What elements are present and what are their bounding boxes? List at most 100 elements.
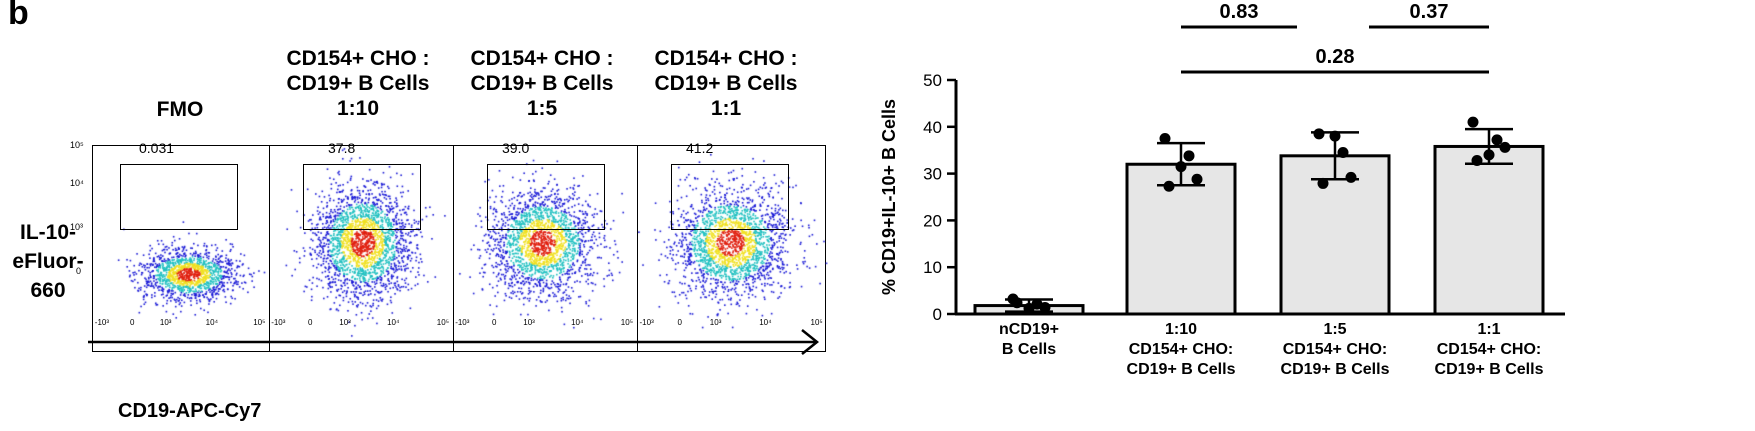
column-title-line: CD19+ B Cells [654,72,798,95]
flow-y-axis-label-line: 660 [30,279,66,302]
flow-x-tick: 10⁵ [620,318,634,327]
flow-y-tick: 10⁵ [70,140,84,150]
data-point [1491,134,1503,146]
data-point [1313,128,1325,140]
column-title-line: CD154+ CHO : [470,47,614,70]
flow-x-tick: 10⁵ [253,318,266,327]
data-point [1159,133,1171,144]
flow-x-tick: 10³ [523,318,535,327]
gate-percentage: 41.2 [686,140,714,156]
y-axis-label: % CD19+IL-10+ B Cells [879,99,899,295]
data-point [1317,177,1329,189]
data-point [1483,149,1495,161]
data-point [1467,116,1479,128]
x-category-label: CD19+ B Cells [1127,361,1236,378]
y-tick-label: 0 [933,305,942,324]
flow-x-axis-arrow [88,329,820,355]
data-point [1329,130,1341,142]
x-category-label: 1:5 [1323,321,1346,338]
gate-percentage: 39.0 [502,140,530,156]
flow-gate [487,164,605,230]
x-category-label: CD154+ CHO: [1283,341,1387,358]
x-category-label: 1:1 [1477,321,1500,338]
flow-subplot-1-5: 39.0 [453,140,638,353]
flow-x-tick: 0 [130,318,135,327]
flow-y-axis-label: IL-10- eFluor- 660 [2,218,94,305]
column-title-1-10: CD154+ CHO : CD19+ B Cells 1:10 [258,46,458,121]
flow-gate [671,164,789,230]
column-title-line: CD154+ CHO : [286,47,430,70]
flow-gate [303,164,421,230]
bar [1279,154,1391,316]
y-tick-label: 30 [923,165,942,184]
flow-x-tick: 10⁴ [205,318,219,327]
flow-x-tick: 0 [492,318,497,327]
flow-x-tick: 10³ [339,318,351,327]
significance-label: 0.83 [1220,1,1259,23]
column-title-line: CD154+ CHO : [654,47,798,70]
column-title-1-5: CD154+ CHO : CD19+ B Cells 1:5 [442,46,642,121]
data-point [1175,161,1187,173]
bar [1125,162,1237,316]
flow-y-tick: 0 [76,266,82,276]
flow-x-axis-label: CD19-APC-Cy7 [118,400,262,422]
gate-percentage: 37.8 [328,140,356,156]
flow-subplot-1-1: 41.2 [637,140,828,353]
data-point [1183,150,1195,162]
data-point [1191,173,1203,185]
flow-density-dots [270,146,454,353]
y-tick-label: 50 [923,71,942,90]
y-tick-label: 10 [923,258,942,277]
flow-x-tick: 0 [677,318,682,327]
flow-plot-frame: 0.031 37.8 39.0 41.2 [92,140,828,353]
x-category-label: B Cells [1002,341,1056,358]
data-point [1039,301,1051,313]
data-point [1011,297,1023,309]
x-category-label: CD19+ B Cells [1435,361,1544,378]
flow-subplot-1-10: 37.8 [269,140,454,353]
panel-label: b [8,0,29,32]
flow-x-tick: 10³ [709,318,722,327]
flow-density-dots [638,146,828,353]
column-title-fmo: FMO [80,97,280,122]
flow-density-dots [93,146,269,353]
column-title-line: 1:1 [710,97,742,120]
data-point [1345,171,1357,183]
x-category-label: CD154+ CHO: [1437,341,1541,358]
column-title-line: CD19+ B Cells [286,72,430,95]
data-point [1023,302,1035,314]
column-title-line: 1:10 [336,97,380,120]
x-category-label: nCD19+ [999,321,1059,338]
flow-gate [120,164,238,230]
column-title-1-1: CD154+ CHO : CD19+ B Cells 1:1 [626,46,826,121]
flow-density-dots [454,146,638,353]
bar [1433,144,1545,316]
flow-x-tick: -10³ [639,318,654,327]
flow-x-tick: 10⁵ [436,318,450,327]
x-category-label: CD154+ CHO: [1129,341,1233,358]
y-tick-label: 20 [923,211,942,230]
y-tick-label: 40 [923,118,942,137]
flow-y-tick: 10⁴ [70,178,84,188]
flow-y-axis-label-line: eFluor- [12,250,84,273]
x-category-label: CD19+ B Cells [1281,361,1390,378]
data-point [1337,147,1349,159]
arrow-head [801,329,820,355]
significance-label: 0.37 [1410,1,1449,23]
significance-label: 0.28 [1316,46,1355,68]
data-point [1499,141,1511,153]
flow-y-axis-label-line: IL-10- [19,221,76,244]
flow-x-tick: 10⁴ [387,318,400,327]
flow-x-tick: -10³ [94,318,110,327]
flow-x-tick: 10³ [159,318,172,327]
flow-y-tick: 10³ [70,222,84,232]
flow-x-tick: 10⁴ [571,318,584,327]
flow-x-tick: 0 [308,318,313,327]
x-category-label: 1:10 [1165,321,1197,338]
flow-x-tick: 10⁵ [810,318,823,327]
flow-subplot-fmo: 0.031 [93,140,269,353]
flow-x-tick: -10³ [455,318,470,327]
column-title-line: 1:5 [526,97,558,120]
flow-x-tick: -10³ [271,318,286,327]
